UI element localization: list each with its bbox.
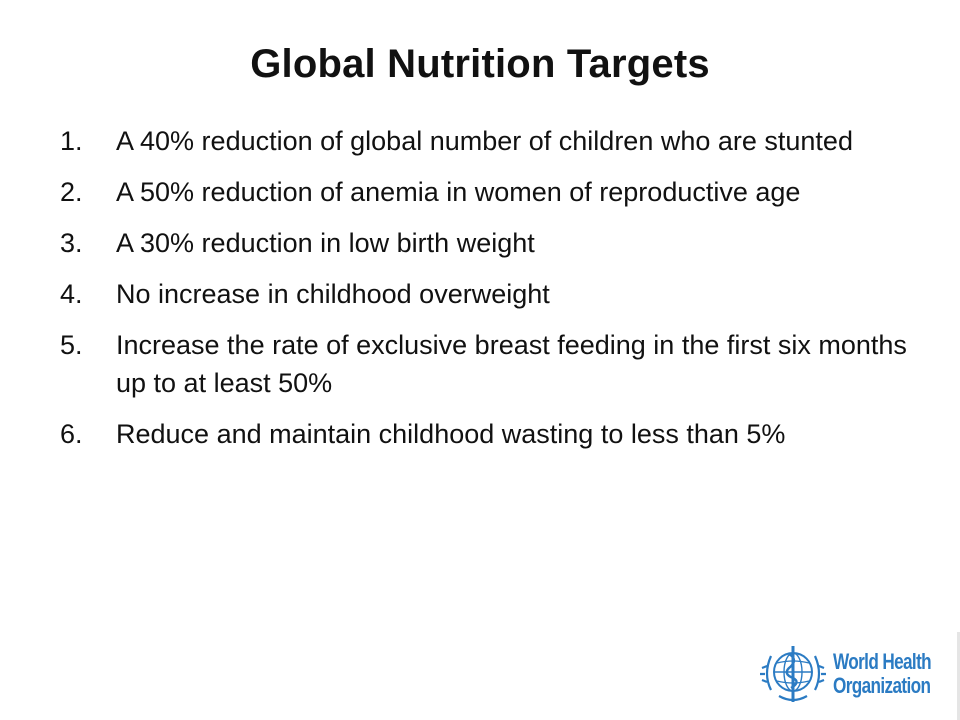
list-item: 4. No increase in childhood overweight: [60, 275, 920, 313]
item-number: 1.: [60, 126, 83, 156]
logo-wordmark: World Health Organization: [833, 649, 932, 698]
item-number: 3.: [60, 228, 83, 258]
item-text: A 50% reduction of anemia in women of re…: [116, 177, 801, 207]
list-item: 2. A 50% reduction of anemia in women of…: [60, 173, 920, 211]
item-text: A 30% reduction in low birth weight: [116, 228, 535, 258]
item-text: Increase the rate of exclusive breast fe…: [116, 330, 907, 398]
item-number: 6.: [60, 419, 83, 449]
item-text: No increase in childhood overweight: [116, 279, 550, 309]
who-logo: World Health Organization: [757, 634, 957, 714]
targets-list: 1. A 40% reduction of global number of c…: [60, 122, 920, 466]
item-text: A 40% reduction of global number of chil…: [116, 126, 853, 156]
item-text: Reduce and maintain childhood wasting to…: [116, 419, 786, 449]
item-number: 4.: [60, 279, 83, 309]
who-emblem-icon: [760, 646, 826, 702]
list-item: 1. A 40% reduction of global number of c…: [60, 122, 920, 160]
logo-line-2: Organization: [833, 673, 931, 698]
item-number: 5.: [60, 330, 83, 360]
list-item: 5. Increase the rate of exclusive breast…: [60, 326, 920, 402]
logo-line-1: World Health: [833, 649, 932, 674]
list-item: 3. A 30% reduction in low birth weight: [60, 224, 920, 262]
list-item: 6. Reduce and maintain childhood wasting…: [60, 415, 920, 453]
slide-title: Global Nutrition Targets: [250, 42, 710, 86]
item-number: 2.: [60, 177, 83, 207]
page-edge-divider: [957, 632, 960, 720]
